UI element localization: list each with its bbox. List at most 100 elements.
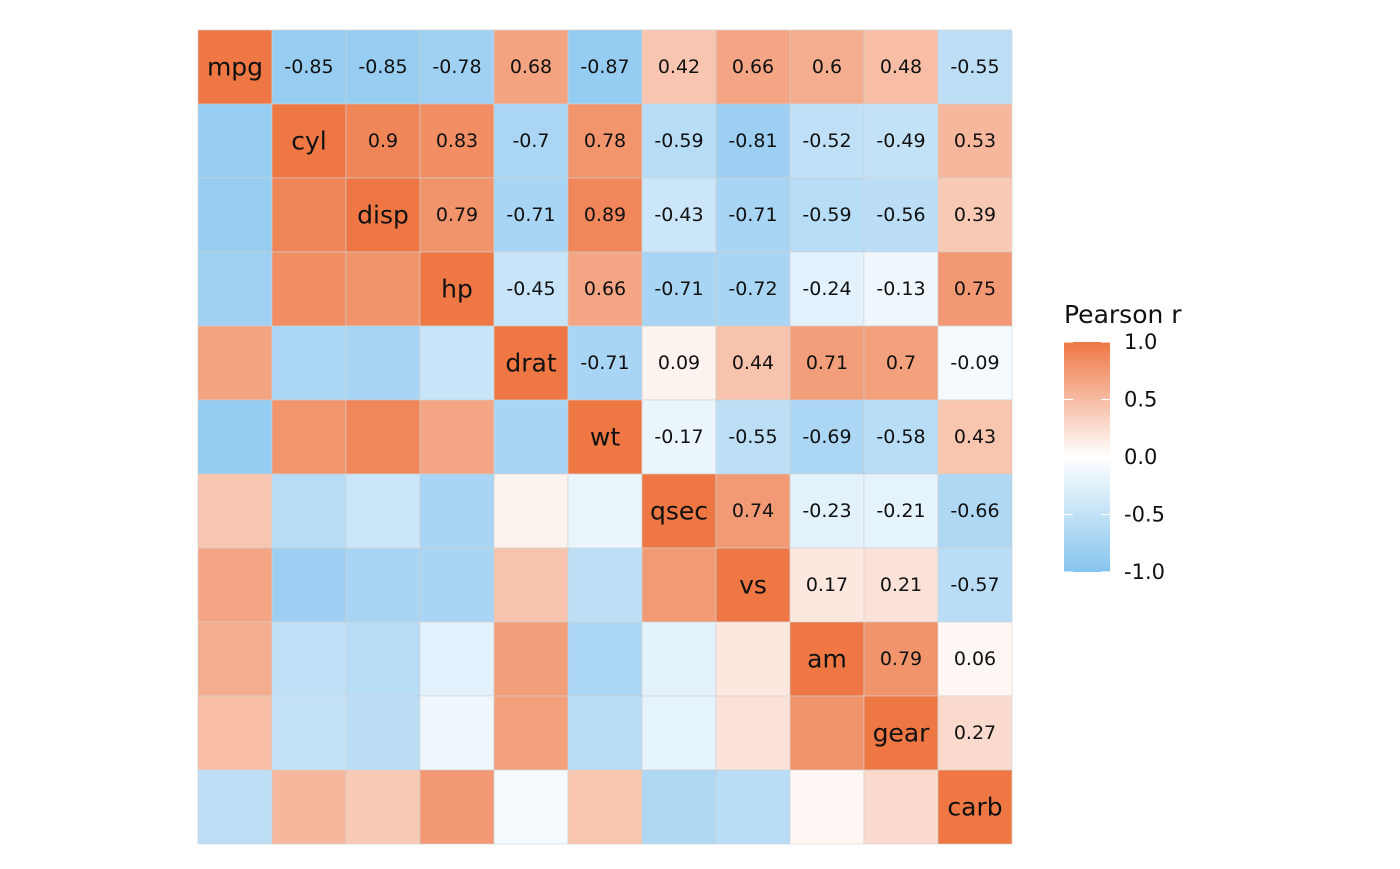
heatmap-cell-drat-disp	[345, 325, 421, 401]
data-label-disp-gear: -0.56	[876, 204, 925, 226]
data-label-vs-carb: -0.57	[950, 574, 999, 596]
heatmap-cell-mpg-disp	[345, 29, 421, 105]
heatmap-cell-carb-drat	[493, 769, 569, 845]
variable-label-mpg: mpg	[207, 53, 263, 82]
heatmap-cell-hp-disp	[345, 251, 421, 327]
data-label-mpg-carb: -0.55	[950, 56, 999, 78]
heatmap-cell-wt-disp	[345, 399, 421, 475]
legend-tick-label-1: 0.5	[1124, 388, 1157, 412]
heatmap-cell-mpg-cyl	[271, 29, 347, 105]
heatmap-cell-gear-wt	[567, 695, 643, 771]
heatmap-cell-vs-cyl	[271, 547, 347, 623]
heatmap-cell-hp-vs	[715, 251, 791, 327]
heatmap-cell-cyl-wt	[567, 103, 643, 179]
heatmap-cell-wt-gear	[863, 399, 939, 475]
heatmap-cell-mpg-gear	[863, 29, 939, 105]
heatmap-cell-cyl-mpg	[197, 103, 273, 179]
heatmap-cell-wt-qsec	[641, 399, 717, 475]
heatmap-cell-vs-drat	[493, 547, 569, 623]
heatmap-cell-disp-wt	[567, 177, 643, 253]
data-label-wt-am: -0.69	[802, 426, 851, 448]
data-label-qsec-gear: -0.21	[876, 500, 925, 522]
heatmap-cell-vs-mpg	[197, 547, 273, 623]
data-label-gear-carb: 0.27	[954, 722, 996, 744]
heatmap-cell-drat-mpg	[197, 325, 273, 401]
data-label-drat-qsec: 0.09	[658, 352, 700, 374]
heatmap-cell-gear-am	[789, 695, 865, 771]
heatmap-cell-gear-drat	[493, 695, 569, 771]
heatmap-cell-cyl-hp	[419, 103, 495, 179]
heatmap-cell-wt-mpg	[197, 399, 273, 475]
data-label-drat-vs: 0.44	[732, 352, 774, 374]
heatmap-cell-qsec-drat	[493, 473, 569, 549]
heatmap-cell-carb-vs	[715, 769, 791, 845]
data-label-mpg-wt: -0.87	[580, 56, 629, 78]
heatmap-cell-carb-cyl	[271, 769, 347, 845]
data-label-hp-drat: -0.45	[506, 278, 555, 300]
heatmap-cell-cyl-gear	[863, 103, 939, 179]
variable-label-carb: carb	[947, 793, 1002, 822]
data-label-hp-qsec: -0.71	[654, 278, 703, 300]
heatmap-cell-carb-disp	[345, 769, 421, 845]
data-label-vs-gear: 0.21	[880, 574, 922, 596]
heatmap-cell-gear-mpg	[197, 695, 273, 771]
heatmap-cell-am-mpg	[197, 621, 273, 697]
data-label-drat-carb: -0.09	[950, 352, 999, 374]
data-label-mpg-cyl: -0.85	[284, 56, 333, 78]
data-label-mpg-am: 0.6	[812, 56, 842, 78]
heatmap-cell-mpg-drat	[493, 29, 569, 105]
heatmap-cell-am-drat	[493, 621, 569, 697]
heatmap-cell-disp-gear	[863, 177, 939, 253]
heatmap-cell-hp-hp	[419, 251, 495, 327]
heatmap-cell-vs-qsec	[641, 547, 717, 623]
heatmap-cell-drat-vs	[715, 325, 791, 401]
data-label-mpg-qsec: 0.42	[658, 56, 700, 78]
data-label-disp-drat: -0.71	[506, 204, 555, 226]
data-label-mpg-disp: -0.85	[358, 56, 407, 78]
heatmap-cell-gear-gear	[863, 695, 939, 771]
heatmap-cell-qsec-mpg	[197, 473, 273, 549]
heatmap-cell-vs-wt	[567, 547, 643, 623]
heatmap-cell-am-am	[789, 621, 865, 697]
legend-tick-label-2: 0.0	[1124, 445, 1157, 469]
heatmap-cell-drat-drat	[493, 325, 569, 401]
data-label-disp-wt: 0.89	[584, 204, 626, 226]
data-label-hp-carb: 0.75	[954, 278, 996, 300]
data-label-mpg-vs: 0.66	[732, 56, 774, 78]
data-label-am-carb: 0.06	[954, 648, 996, 670]
data-label-mpg-hp: -0.78	[432, 56, 481, 78]
heatmap-cell-disp-mpg	[197, 177, 273, 253]
variable-label-gear: gear	[873, 719, 931, 748]
heatmap-cell-hp-am	[789, 251, 865, 327]
heatmap-cell-disp-carb	[937, 177, 1013, 253]
heatmap-cell-wt-vs	[715, 399, 791, 475]
data-label-drat-gear: 0.7	[886, 352, 916, 374]
heatmap-cell-wt-hp	[419, 399, 495, 475]
heatmap-cell-vs-hp	[419, 547, 495, 623]
heatmap-cell-carb-gear	[863, 769, 939, 845]
data-label-wt-carb: 0.43	[954, 426, 996, 448]
heatmap-cell-mpg-carb	[937, 29, 1013, 105]
heatmap-cell-cyl-disp	[345, 103, 421, 179]
data-label-vs-am: 0.17	[806, 574, 848, 596]
data-label-cyl-wt: 0.78	[584, 130, 626, 152]
data-label-cyl-hp: 0.83	[436, 130, 478, 152]
heatmap-cell-am-disp	[345, 621, 421, 697]
heatmap-cell-disp-am	[789, 177, 865, 253]
heatmap-cell-carb-hp	[419, 769, 495, 845]
heatmap-cell-hp-cyl	[271, 251, 347, 327]
data-label-cyl-am: -0.52	[802, 130, 851, 152]
heatmap-cell-hp-gear	[863, 251, 939, 327]
data-label-wt-qsec: -0.17	[654, 426, 703, 448]
heatmap-cell-drat-am	[789, 325, 865, 401]
data-label-qsec-am: -0.23	[802, 500, 851, 522]
heatmap-cell-hp-mpg	[197, 251, 273, 327]
heatmap-cell-mpg-hp	[419, 29, 495, 105]
heatmap-cell-am-hp	[419, 621, 495, 697]
data-label-cyl-gear: -0.49	[876, 130, 925, 152]
heatmap-cell-qsec-vs	[715, 473, 791, 549]
heatmap-cell-cyl-carb	[937, 103, 1013, 179]
data-label-cyl-disp: 0.9	[368, 130, 398, 152]
heatmap-cell-drat-hp	[419, 325, 495, 401]
